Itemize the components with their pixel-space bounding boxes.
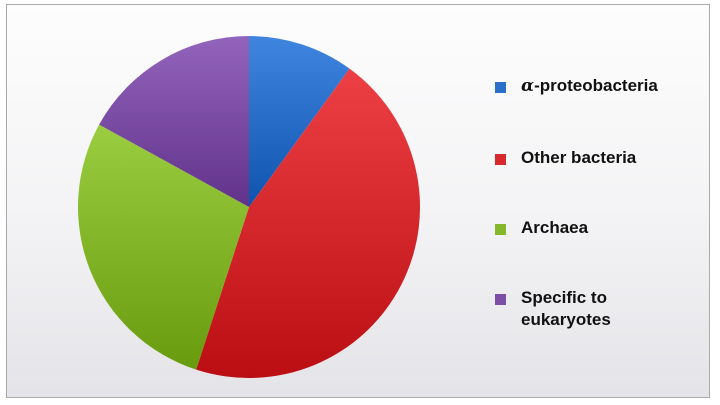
pie-chart [77, 36, 421, 379]
legend-swatch-specific-to-eukaryotes [495, 294, 506, 305]
chart-area: α-proteobacteria Other bacteria Archaea … [6, 4, 710, 398]
legend-label-other-bacteria: Other bacteria [521, 148, 637, 167]
legend-item-archaea: Archaea [495, 217, 715, 239]
legend-swatch-other-bacteria [495, 154, 506, 165]
legend-label-alpha-proteobacteria: α-proteobacteria [521, 75, 658, 97]
pie-slice-other-bacteria [196, 68, 421, 379]
pie-slices [77, 36, 421, 379]
alpha-symbol: α [521, 76, 535, 96]
legend-swatch-alpha-proteobacteria [495, 82, 506, 93]
legend-swatch-archaea [495, 224, 506, 235]
legend-item-specific-to-eukaryotes: Specific to eukaryotes [495, 287, 715, 331]
legend-label-alpha-proteobacteria-text: -proteobacteria [534, 76, 658, 95]
pie-slice-specific-to-eukaryotes [99, 36, 250, 207]
legend-item-other-bacteria: Other bacteria [495, 147, 715, 169]
pie-slice-proteobacteria [249, 36, 350, 207]
legend-item-alpha-proteobacteria: α-proteobacteria [495, 75, 715, 97]
legend-label-specific-to-eukaryotes: Specific to eukaryotes [521, 288, 611, 329]
pie-slice-archaea [77, 124, 249, 370]
legend-label-archaea: Archaea [521, 218, 589, 237]
